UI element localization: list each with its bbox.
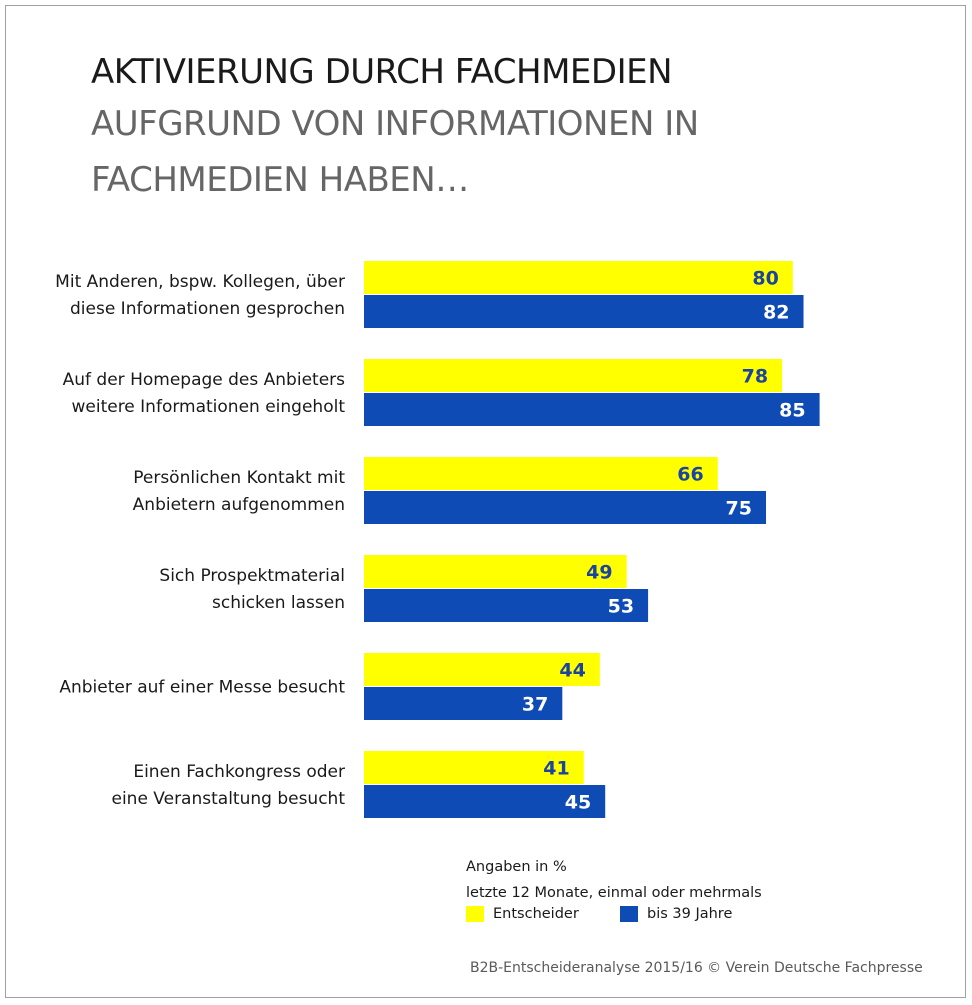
legend: Entscheider bis 39 Jahre: [466, 906, 766, 928]
category-label: Sich Prospektmaterial: [159, 566, 345, 586]
bar-bis-39-jahre: [364, 687, 563, 720]
category-label: Mit Anderen, bspw. Kollegen, über: [55, 272, 345, 292]
chart-frame: [5, 5, 966, 998]
bar-entscheider: [364, 457, 718, 490]
value-label-bis-39-jahre: 82: [763, 302, 789, 324]
chart-title: AKTIVIERUNG DURCH FACHMEDIEN: [91, 52, 673, 92]
legend-label-entscheider: Entscheider: [493, 906, 579, 922]
category-label: schicken lassen: [212, 593, 345, 613]
category-label: eine Veranstaltung besucht: [111, 789, 345, 809]
bar-bis-39-jahre: [364, 295, 804, 328]
bar-entscheider: [364, 359, 783, 392]
period-note: letzte 12 Monate, einmal oder mehrmals: [466, 885, 762, 901]
bar-entscheider: [364, 261, 793, 294]
bar-bis-39-jahre: [364, 393, 820, 426]
legend-item-entscheider: Entscheider: [466, 906, 579, 922]
source-credit: B2B-Entscheideranalyse 2015/16 © Verein …: [470, 960, 923, 976]
category-label: Anbieter auf einer Messe besucht: [59, 678, 345, 698]
value-label-entscheider: 78: [742, 366, 768, 388]
value-label-bis-39-jahre: 37: [522, 694, 548, 716]
category-label: Auf der Homepage des Anbieters: [63, 370, 346, 390]
category-label: Einen Fachkongress oder: [133, 762, 345, 782]
category-label: weitere Informationen eingeholt: [71, 397, 345, 417]
value-label-entscheider: 41: [543, 758, 569, 780]
legend-swatch-bis-39-jahre: [620, 906, 638, 922]
value-label-entscheider: 44: [559, 660, 585, 682]
value-label-bis-39-jahre: 45: [565, 792, 591, 814]
bar-entscheider: [364, 653, 600, 686]
chart-subtitle-line-1: AUFGRUND VON INFORMATIONEN IN: [91, 104, 699, 144]
bar-bis-39-jahre: [364, 589, 649, 622]
value-label-bis-39-jahre: 85: [779, 400, 805, 422]
value-label-entscheider: 80: [752, 268, 778, 290]
category-label: Anbietern aufgenommen: [133, 495, 345, 515]
chart-subtitle-line-2: FACHMEDIEN HABEN…: [91, 160, 469, 200]
bar-entscheider: [364, 555, 627, 588]
value-label-bis-39-jahre: 75: [726, 498, 752, 520]
bar-entscheider: [364, 751, 584, 784]
category-label: Persönlichen Kontakt mit: [133, 468, 345, 488]
category-label: diese Informationen gesprochen: [70, 299, 345, 319]
bar-bis-39-jahre: [364, 491, 766, 524]
legend-swatch-entscheider: [466, 906, 484, 922]
legend-item-bis-39-jahre: bis 39 Jahre: [620, 906, 732, 922]
unit-note: Angaben in %: [466, 859, 567, 875]
legend-label-bis-39-jahre: bis 39 Jahre: [647, 906, 733, 922]
value-label-bis-39-jahre: 53: [608, 596, 634, 618]
chart-notes: Angaben in % letzte 12 Monate, einmal od…: [466, 854, 762, 906]
value-label-entscheider: 66: [677, 464, 703, 486]
value-label-entscheider: 49: [586, 562, 612, 584]
bar-bis-39-jahre: [364, 785, 606, 818]
